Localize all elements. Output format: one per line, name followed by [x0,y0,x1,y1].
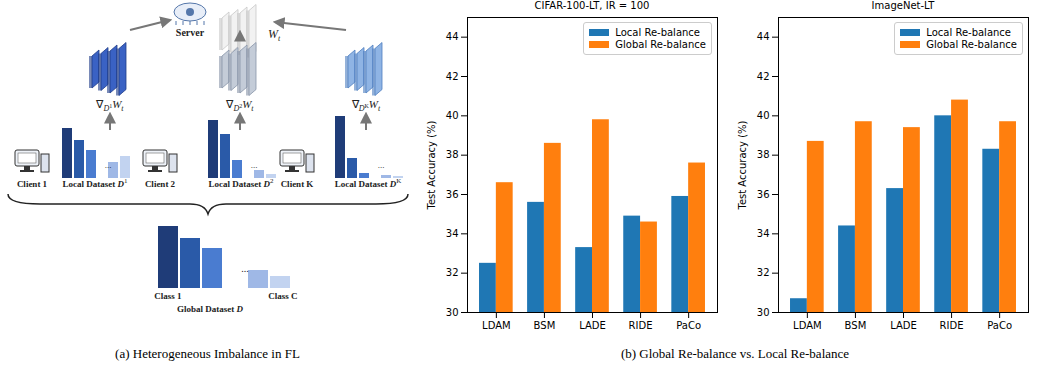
svg-text:Global Dataset D: Global Dataset D [177,304,244,314]
html-text:Global Re-balance: Global Re-balance [926,39,1017,50]
svg-text:Local Dataset D1: Local Dataset D1 [63,177,129,189]
svg-text:PaCo: PaCo [987,320,1012,331]
svg-text:Client 2: Client 2 [145,179,176,189]
html-text:ImageNet-LT: ImageNet-LT [871,0,935,11]
svg-text:...: ... [251,160,258,170]
svg-text:30: 30 [446,307,459,318]
svg-text:BSM: BSM [534,320,556,331]
svg-text:42: 42 [757,71,770,82]
svg-text:36: 36 [757,189,770,200]
svg-text:LADE: LADE [579,320,606,331]
html-text:(b) Global Re-balance vs. Loca: (b) Global Re-balance vs. Local Re-balan… [620,346,850,361]
svg-text:38: 38 [446,149,459,160]
svg-text:44: 44 [446,31,459,42]
svg-text:Client K: Client K [281,179,314,189]
html-text:Global Re-balance: Global Re-balance [615,39,706,50]
svg-text:BSM: BSM [845,320,867,331]
svg-text:Test Accuracy (%): Test Accuracy (%) [737,120,748,210]
svg-text:Class 1: Class 1 [154,291,182,301]
svg-text:LDAM: LDAM [793,320,822,331]
svg-text:...: ... [241,263,249,274]
svg-text:...: ... [105,160,112,170]
svg-text:∇D1Wt: ∇D1Wt [95,98,124,113]
svg-text:32: 32 [446,267,459,278]
svg-text:∇D2Wt: ∇D2Wt [225,98,254,113]
svg-text:RIDE: RIDE [629,320,653,331]
svg-text:34: 34 [446,228,459,239]
svg-text:LDAM: LDAM [482,320,511,331]
svg-text:...: ... [378,160,385,170]
svg-text:LADE: LADE [890,320,917,331]
svg-text:36: 36 [446,189,459,200]
svg-text:38: 38 [757,149,770,160]
html-text:CIFAR-100-LT, IR = 100: CIFAR-100-LT, IR = 100 [534,0,650,11]
svg-text:Client 1: Client 1 [17,179,48,189]
svg-text:Local Dataset D2: Local Dataset D2 [209,177,275,189]
html-text:(a) Heterogeneous Imbalance in: (a) Heterogeneous Imbalance in FL [115,346,300,361]
html-text:Local Re-balance: Local Re-balance [926,27,1011,38]
svg-text:RIDE: RIDE [940,320,964,331]
svg-text:PaCo: PaCo [676,320,701,331]
svg-text:34: 34 [757,228,770,239]
svg-text:42: 42 [446,71,459,82]
svg-text:40: 40 [757,110,770,121]
html-text:Local Re-balance: Local Re-balance [615,27,700,38]
svg-text:Server: Server [176,27,205,38]
svg-text:Local Dataset DK: Local Dataset DK [335,177,402,189]
svg-text:32: 32 [757,267,770,278]
svg-text:∇DKWt: ∇DKWt [351,98,381,113]
svg-text:Test Accuracy (%): Test Accuracy (%) [426,120,437,210]
svg-text:44: 44 [757,31,770,42]
svg-text:30: 30 [757,307,770,318]
svg-text:Class C: Class C [268,291,297,301]
svg-text:40: 40 [446,110,459,121]
svg-text:Wt: Wt [268,27,281,43]
